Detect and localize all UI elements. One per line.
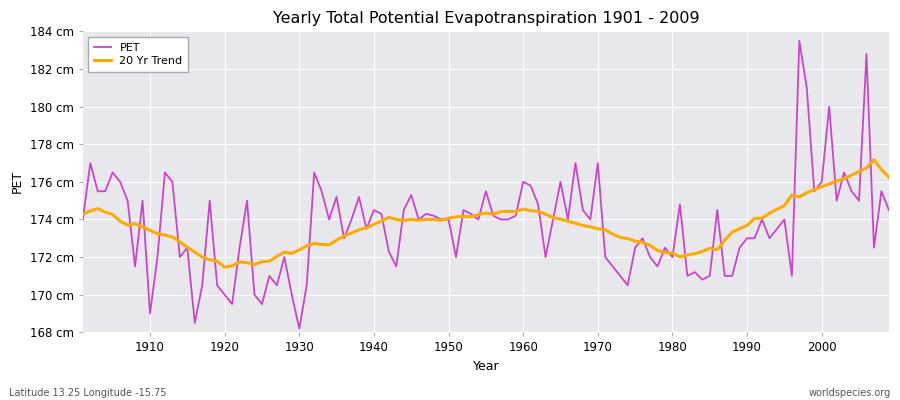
PET <box>884 208 895 212</box>
PET <box>518 180 528 184</box>
X-axis label: Year: Year <box>472 360 500 373</box>
PET <box>794 38 805 43</box>
20 Yr Trend <box>354 227 364 232</box>
20 Yr Trend <box>309 241 320 246</box>
Line: PET: PET <box>83 41 889 328</box>
PET <box>309 170 320 175</box>
20 Yr Trend <box>220 265 230 270</box>
20 Yr Trend <box>518 206 528 211</box>
Title: Yearly Total Potential Evapotranspiration 1901 - 2009: Yearly Total Potential Evapotranspiratio… <box>273 11 699 26</box>
PET <box>137 198 148 203</box>
Line: 20 Yr Trend: 20 Yr Trend <box>83 160 889 267</box>
Legend: PET, 20 Yr Trend: PET, 20 Yr Trend <box>88 37 188 72</box>
20 Yr Trend <box>526 208 536 213</box>
20 Yr Trend <box>615 235 626 240</box>
PET <box>354 194 364 199</box>
PET <box>77 217 88 222</box>
PET <box>294 326 305 331</box>
20 Yr Trend <box>137 224 148 229</box>
Text: worldspecies.org: worldspecies.org <box>809 388 891 398</box>
20 Yr Trend <box>868 157 879 162</box>
Text: Latitude 13.25 Longitude -15.75: Latitude 13.25 Longitude -15.75 <box>9 388 166 398</box>
PET <box>615 274 626 278</box>
Y-axis label: PET: PET <box>11 170 24 194</box>
PET <box>526 183 536 188</box>
20 Yr Trend <box>77 212 88 217</box>
20 Yr Trend <box>884 175 895 180</box>
